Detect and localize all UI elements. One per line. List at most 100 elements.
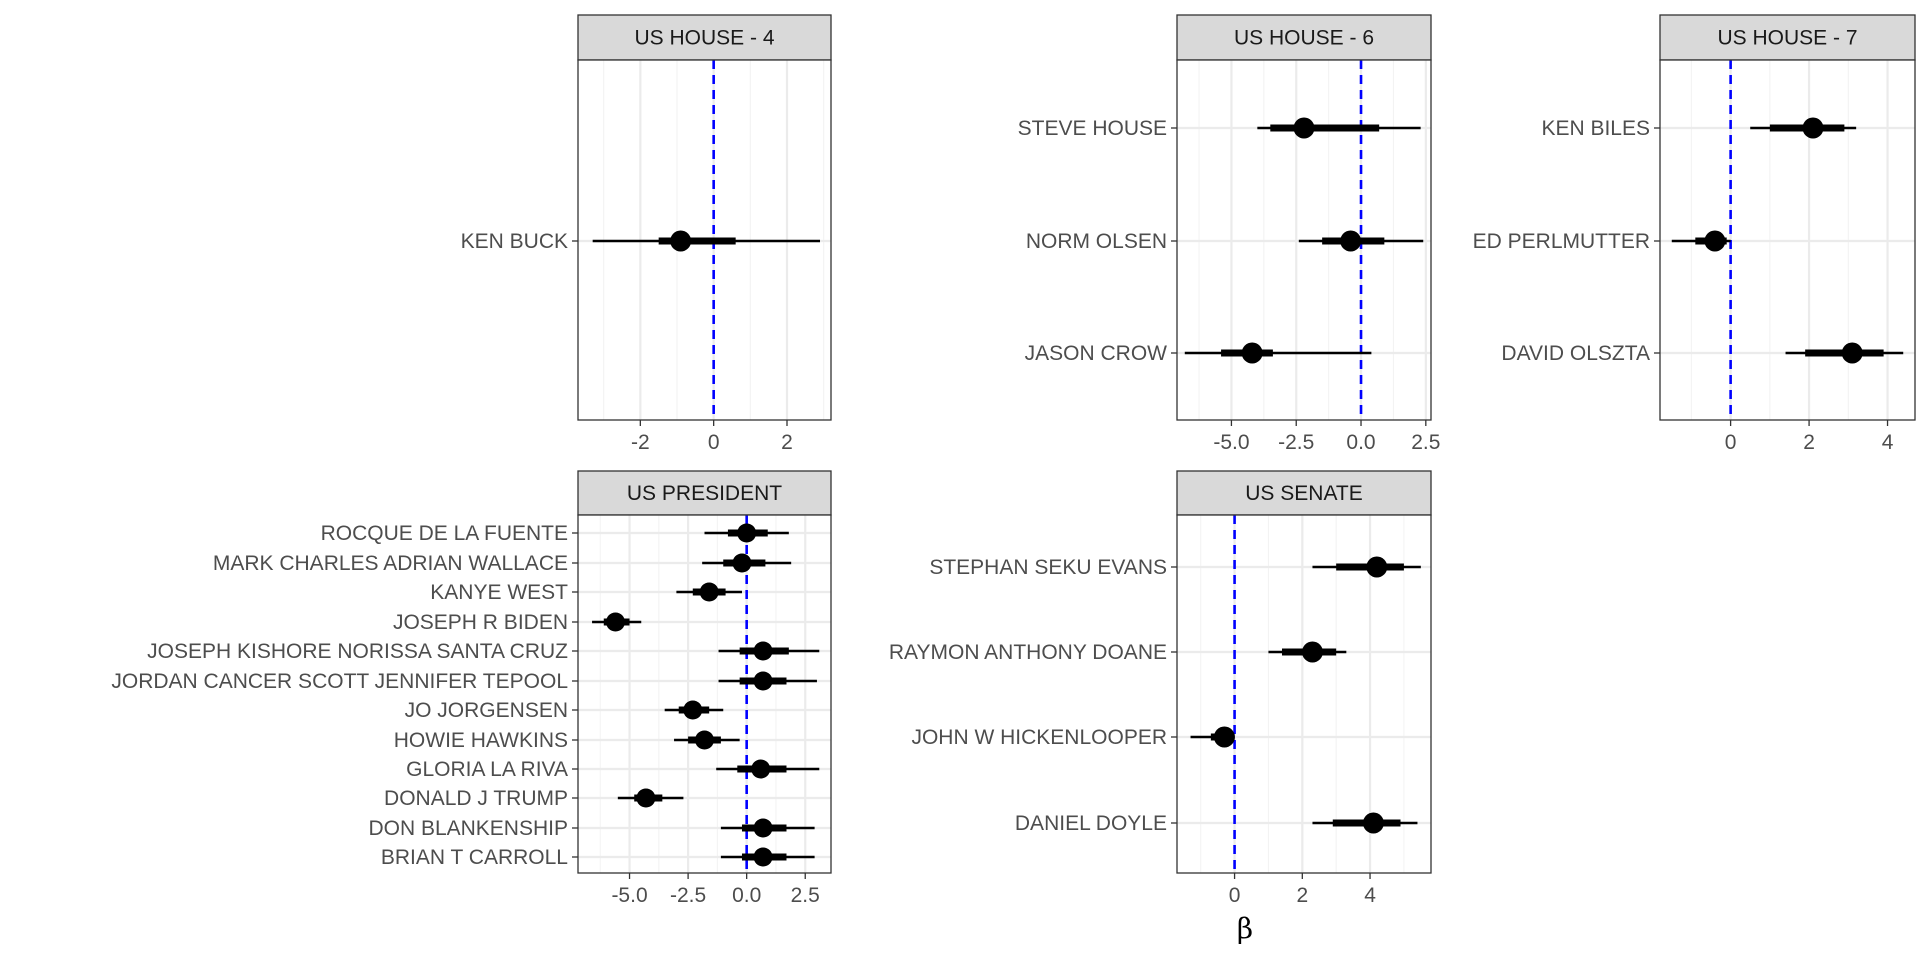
x-tick-label: -5.0 xyxy=(1213,431,1249,454)
x-tick-label: 0 xyxy=(1229,884,1241,907)
candidate-label: STEPHAN SEKU EVANS xyxy=(929,556,1167,579)
panel-background xyxy=(578,515,831,873)
x-tick-label: 2.5 xyxy=(791,884,820,907)
point-estimate xyxy=(683,700,703,720)
estimate-row xyxy=(1312,812,1418,834)
point-estimate xyxy=(1241,342,1263,364)
x-tick-label: 2.5 xyxy=(1411,431,1440,454)
point-estimate xyxy=(753,641,773,661)
point-estimate xyxy=(1293,117,1315,139)
x-tick-label: 2 xyxy=(1803,431,1815,454)
candidate-label: STEVE HOUSE xyxy=(1018,117,1167,140)
candidate-label: HOWIE HAWKINS xyxy=(394,729,568,752)
candidate-label: JO JORGENSEN xyxy=(405,699,568,722)
panel-strip xyxy=(1176,470,1432,516)
estimate-row xyxy=(1257,117,1421,139)
point-estimate xyxy=(1301,641,1323,663)
candidate-label: JOHN W HICKENLOOPER xyxy=(911,726,1167,749)
point-estimate xyxy=(699,582,719,602)
x-tick-label: -2.5 xyxy=(670,884,706,907)
estimate-row xyxy=(704,523,789,543)
candidate-label: DON BLANKENSHIP xyxy=(368,817,568,840)
estimate-row xyxy=(1268,641,1347,663)
panel-us-house-6: US HOUSE - 6 STEVE HOUSE NORM OLSEN JASON C… xyxy=(1018,14,1440,454)
point-estimate xyxy=(1340,230,1362,252)
x-tick-label: 2 xyxy=(1296,884,1308,907)
panel-strip xyxy=(1176,14,1432,61)
point-estimate xyxy=(737,523,757,543)
point-estimate xyxy=(636,788,656,808)
estimate-row xyxy=(718,641,820,661)
candidate-label: KEN BUCK xyxy=(461,230,568,253)
panel-strip xyxy=(577,470,832,516)
candidate-label: GLORIA LA RIVA xyxy=(406,758,568,781)
panel-us-president: US PRESIDENT ROCQUE DE LA FUENTE MARK CHAR… xyxy=(111,470,832,907)
candidate-label: ROCQUE DE LA FUENTE xyxy=(321,522,568,545)
panel-title: US HOUSE - 7 xyxy=(1717,27,1857,50)
candidate-label: BRIAN T CARROLL xyxy=(381,846,568,869)
x-tick-label: -2 xyxy=(631,431,650,454)
panel-border xyxy=(1659,59,1916,421)
panel-border xyxy=(1176,514,1432,874)
candidate-label: JOSEPH R BIDEN xyxy=(393,611,568,634)
candidate-label: ED PERLMUTTER xyxy=(1473,230,1650,253)
estimate-row xyxy=(676,582,742,602)
x-tick-label: -2.5 xyxy=(1278,431,1314,454)
panel-title: US PRESIDENT xyxy=(627,482,782,505)
x-axis-title: β xyxy=(1237,912,1253,945)
candidate-label: JOSEPH KISHORE NORISSA SANTA CRUZ xyxy=(147,640,568,663)
candidate-label: RAYMON ANTHONY DOANE xyxy=(889,641,1167,664)
candidate-label: DAVID OLSZTA xyxy=(1501,342,1650,365)
point-estimate xyxy=(732,553,752,573)
panel-background xyxy=(1177,515,1431,873)
estimate-row xyxy=(617,788,684,808)
x-tick-label: 2 xyxy=(781,431,793,454)
estimate-row xyxy=(1190,726,1235,748)
point-estimate xyxy=(1704,230,1726,252)
estimate-row xyxy=(718,671,817,691)
point-estimate xyxy=(753,818,773,838)
point-estimate xyxy=(695,730,714,750)
x-tick-label: 4 xyxy=(1882,431,1894,454)
panel-title: US HOUSE - 6 xyxy=(1234,27,1374,50)
x-tick-label: 0.0 xyxy=(732,884,761,907)
estimate-row xyxy=(1671,230,1731,252)
candidate-label: KANYE WEST xyxy=(430,581,568,604)
candidate-label: DONALD J TRUMP xyxy=(384,787,568,810)
estimate-row xyxy=(674,730,740,750)
panel-us-house-7: US HOUSE - 7 KEN BILES ED PERLMUTTER DAVID … xyxy=(1473,14,1916,454)
panel-us-house-4: US HOUSE - 4 KEN BUCK -2 0 2 xyxy=(461,14,832,454)
estimate-row xyxy=(1312,556,1421,578)
estimate-row xyxy=(1785,342,1904,364)
estimate-row xyxy=(592,612,642,632)
panel-border xyxy=(577,514,832,874)
point-estimate xyxy=(1362,812,1384,834)
point-estimate xyxy=(753,671,773,691)
panel-border xyxy=(1176,59,1432,421)
point-estimate xyxy=(1802,117,1824,139)
x-tick-label: 0 xyxy=(1725,431,1737,454)
estimate-row xyxy=(1298,230,1424,252)
estimate-row xyxy=(720,847,815,867)
panel-us-senate: US SENATE STEPHAN SEKU EVANS RAYMON ANTHON… xyxy=(889,470,1432,907)
estimate-row xyxy=(1184,342,1372,364)
estimate-row xyxy=(1750,117,1857,139)
candidate-label: NORM OLSEN xyxy=(1026,230,1167,253)
estimate-row xyxy=(592,230,820,252)
candidate-label: JORDAN CANCER SCOTT JENNIFER TEPOOL xyxy=(111,670,568,693)
x-tick-label: 4 xyxy=(1364,884,1376,907)
candidate-label: DANIEL DOYLE xyxy=(1015,812,1167,835)
estimate-row xyxy=(702,553,792,573)
estimate-row xyxy=(716,759,820,779)
point-estimate xyxy=(751,759,771,779)
panel-strip xyxy=(577,14,832,61)
candidate-label: JASON CROW xyxy=(1025,342,1168,365)
panel-border xyxy=(577,59,832,421)
point-estimate xyxy=(605,612,625,632)
point-estimate xyxy=(753,847,773,867)
x-tick-label: -5.0 xyxy=(611,884,647,907)
point-estimate xyxy=(1841,342,1863,364)
x-tick-label: 0 xyxy=(708,431,720,454)
point-estimate xyxy=(1366,556,1388,578)
